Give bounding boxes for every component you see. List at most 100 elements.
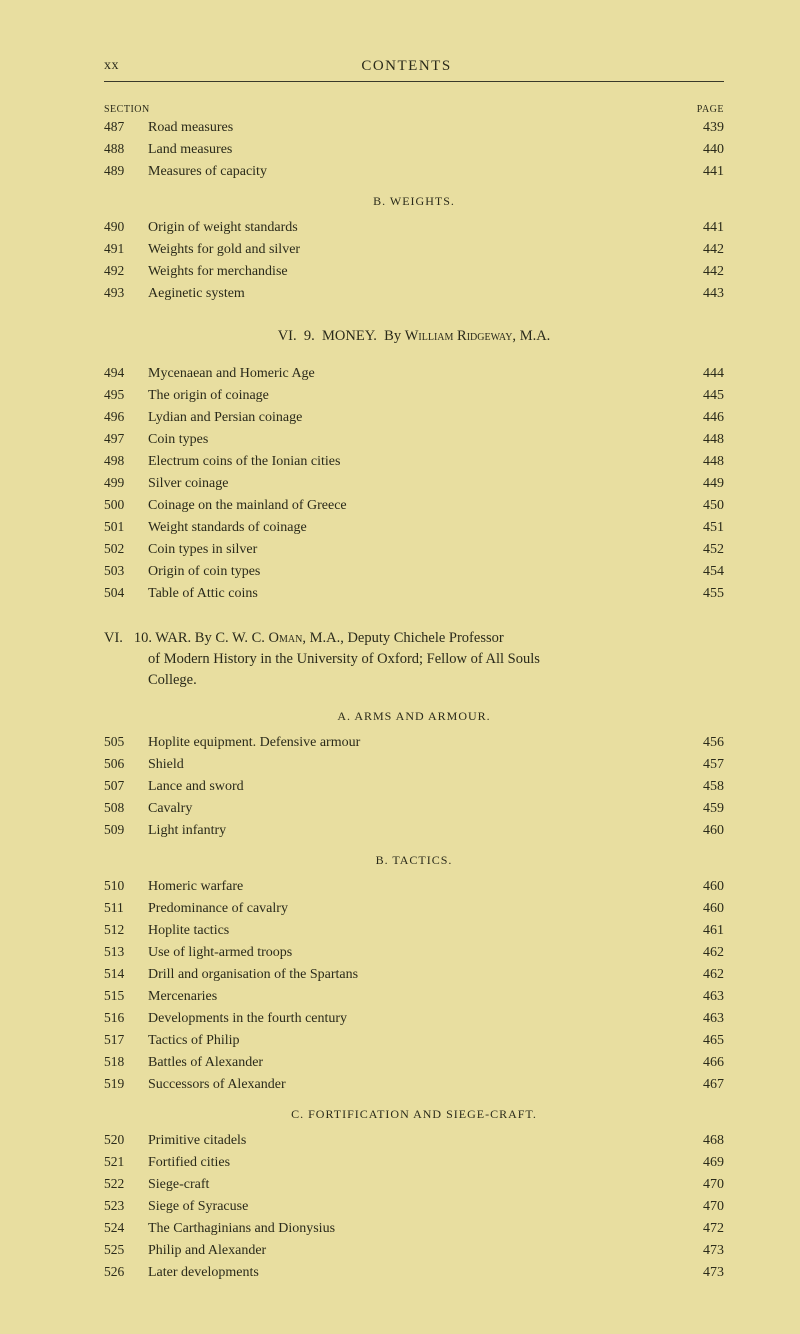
section-number: 515: [104, 986, 148, 1006]
contents-entry: 503Origin of coin types454: [104, 561, 724, 582]
entry-title: Measures of capacity: [148, 161, 267, 182]
page-number: 442: [684, 261, 724, 282]
entry-title: Aeginetic system: [148, 283, 245, 304]
page-number: 457: [684, 754, 724, 775]
entry-title: The origin of coinage: [148, 385, 269, 406]
page-number: 463: [684, 1008, 724, 1029]
page-number: 444: [684, 363, 724, 384]
page-number: 450: [684, 495, 724, 516]
page-number: 448: [684, 429, 724, 450]
section-number: 508: [104, 798, 148, 818]
entry-title: Lance and sword: [148, 776, 244, 797]
entry-title: Developments in the fourth century: [148, 1008, 347, 1029]
section-number: 494: [104, 363, 148, 383]
page-number: 439: [684, 117, 724, 138]
page-number: 460: [684, 876, 724, 897]
contents-entry: 505Hoplite equipment. Defensive armour45…: [104, 732, 724, 753]
entry-title: Philip and Alexander: [148, 1240, 266, 1261]
contents-entry: 520Primitive citadels468: [104, 1130, 724, 1151]
page-number: 448: [684, 451, 724, 472]
section-number: 518: [104, 1052, 148, 1072]
contents-entry: 517Tactics of Philip465: [104, 1030, 724, 1051]
chapter-degree: M.A.: [520, 328, 551, 344]
contents-entry: 521Fortified cities469: [104, 1152, 724, 1173]
contents-entry: 491Weights for gold and silver442: [104, 239, 724, 260]
para-line3: College.: [104, 670, 724, 691]
chapter-heading: VI. 9. MONEY. By William Ridgeway, M.A.: [104, 328, 724, 345]
entry-title: Table of Attic coins: [148, 583, 258, 604]
header-rule: [104, 81, 724, 82]
contents-entry: 523Siege of Syracuse470: [104, 1196, 724, 1217]
section-number: 505: [104, 732, 148, 752]
page-number: 451: [684, 517, 724, 538]
section-number: 503: [104, 561, 148, 581]
para-text: 10. WAR. By C. W. C.: [134, 630, 269, 646]
entry-title: Road measures: [148, 117, 233, 138]
section-number: 512: [104, 920, 148, 940]
entry-title: Successors of Alexander: [148, 1074, 286, 1095]
page-number: 473: [684, 1240, 724, 1261]
contents-entry: 506Shield 457: [104, 754, 724, 775]
page-number: 446: [684, 407, 724, 428]
entry-title: Shield: [148, 754, 184, 775]
section-number: 513: [104, 942, 148, 962]
contents-entry: 519Successors of Alexander467: [104, 1074, 724, 1095]
entry-title: Weights for gold and silver: [148, 239, 300, 260]
contents-title: CONTENTS: [361, 58, 451, 75]
para-line2: of Modern History in the University of O…: [104, 649, 724, 670]
page-number: 462: [684, 942, 724, 963]
contents-entry: 495The origin of coinage 445: [104, 385, 724, 406]
section-number: 506: [104, 754, 148, 774]
page-number: 460: [684, 898, 724, 919]
section-number: 487: [104, 117, 148, 137]
contents-entry: 497Coin types448: [104, 429, 724, 450]
page-number: 472: [684, 1218, 724, 1239]
section-number: 510: [104, 876, 148, 896]
entry-title: Later developments: [148, 1262, 259, 1283]
contents-entry: 508Cavalry459: [104, 798, 724, 819]
contents-entry: 499Silver coinage449: [104, 473, 724, 494]
entry-title: Origin of coin types: [148, 561, 260, 582]
page-column-label: PAGE: [697, 104, 724, 115]
section-number: 507: [104, 776, 148, 796]
entry-title: Siege of Syracuse: [148, 1196, 248, 1217]
contents-entry: 498Electrum coins of the Ionian cities44…: [104, 451, 724, 472]
chapter-by: By: [384, 328, 401, 344]
page-number: 458: [684, 776, 724, 797]
entry-title: Coinage on the mainland of Greece: [148, 495, 347, 516]
contents-entry: 515Mercenaries463: [104, 986, 724, 1007]
page-number: 445: [684, 385, 724, 406]
page-number: 443: [684, 283, 724, 304]
page-number: 460: [684, 820, 724, 841]
chapter-author: William Ridgeway,: [405, 328, 516, 344]
contents-entry: 488Land measures440: [104, 139, 724, 160]
page-number: 441: [684, 217, 724, 238]
contents-entry: 513Use of light-armed troops 462: [104, 942, 724, 963]
contents-entry: 489Measures of capacity441: [104, 161, 724, 182]
contents-entry: 502Coin types in silver452: [104, 539, 724, 560]
entry-title: Weights for merchandise: [148, 261, 288, 282]
entry-title: Use of light-armed troops: [148, 942, 292, 963]
entry-title: Cavalry: [148, 798, 192, 819]
entry-title: Battles of Alexander: [148, 1052, 263, 1073]
section-number: 495: [104, 385, 148, 405]
section-number: 520: [104, 1130, 148, 1150]
entry-title: The Carthaginians and Dionysius: [148, 1218, 335, 1239]
chapter-title: MONEY.: [322, 328, 377, 344]
contents-entry: 500Coinage on the mainland of Greece 450: [104, 495, 724, 516]
entry-title: Lydian and Persian coinage: [148, 407, 302, 428]
contents-entry: 512Hoplite tactics461: [104, 920, 724, 941]
entry-title: Origin of weight standards: [148, 217, 298, 238]
contents-entry: 522Siege-craft470: [104, 1174, 724, 1195]
section-number: 500: [104, 495, 148, 515]
para-text: M.A., Deputy Chichele Professor: [306, 630, 504, 646]
section-number: 516: [104, 1008, 148, 1028]
section-number: 514: [104, 964, 148, 984]
section-number: 522: [104, 1174, 148, 1194]
column-labels: SECTION PAGE: [104, 104, 724, 115]
running-head: xx CONTENTS: [104, 58, 724, 75]
section-number: 490: [104, 217, 148, 237]
subsection-heading: B. TACTICS.: [104, 853, 724, 868]
page-number: 449: [684, 473, 724, 494]
page-number: 473: [684, 1262, 724, 1283]
